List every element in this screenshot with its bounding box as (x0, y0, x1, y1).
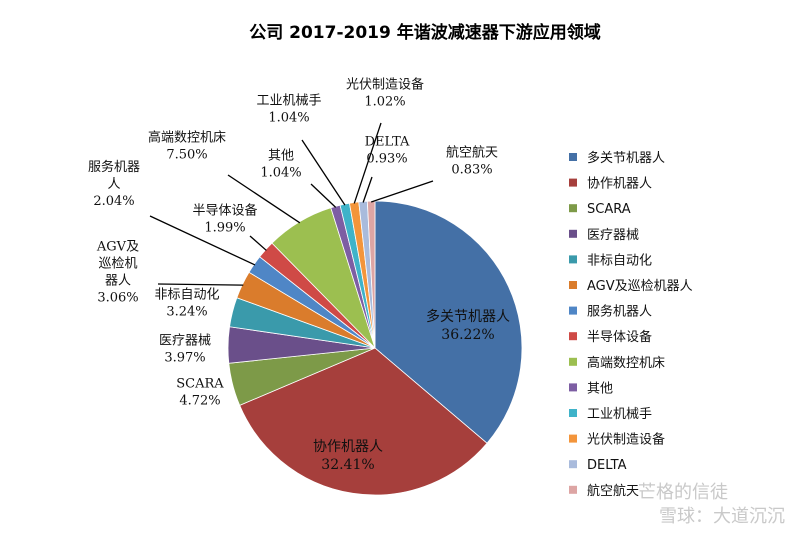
leader-line (249, 235, 267, 251)
leader-line (370, 180, 434, 203)
slice-value-label: 1.04% (268, 111, 309, 126)
legend-label: DELTA (587, 458, 627, 473)
slice-name-label: 人 (107, 177, 120, 192)
slice-value-label: 1.04% (260, 166, 301, 181)
slice-value-label: 1.02% (364, 95, 405, 110)
legend-swatch (569, 306, 577, 315)
legend-label: 多关节机器人 (587, 150, 665, 166)
legend-swatch (569, 255, 577, 264)
slice-name-label: 高端数控机床 (148, 130, 226, 146)
legend-label: 非标自动化 (587, 253, 652, 268)
legend-label: 航空航天 (587, 483, 639, 499)
legend-swatch (569, 357, 577, 366)
slice-name-label: 半导体设备 (192, 203, 257, 219)
legend-label: 协作机器人 (587, 177, 652, 192)
legend-swatch (569, 178, 577, 187)
legend-swatch (569, 485, 577, 494)
watermark-overlay: 芒格的信徒 (638, 482, 728, 503)
legend-swatch (569, 204, 577, 213)
legend-label: 工业机械手 (587, 407, 652, 422)
leader-line (310, 183, 337, 208)
leader-line (353, 122, 382, 204)
slice-value-label: 3.06% (97, 291, 138, 306)
slice-name-label: 多关节机器人 (426, 308, 510, 325)
slice-value-label: 0.93% (366, 152, 407, 167)
slice-name-label: 航空航天 (446, 145, 498, 161)
slice-name-label: 非标自动化 (154, 288, 219, 303)
leader-line (362, 176, 373, 203)
leader-line (301, 139, 346, 206)
legend-swatch (569, 383, 577, 392)
slice-name-label: SCARA (176, 377, 224, 392)
slice-name-label: 工业机械手 (256, 94, 321, 109)
legend-swatch (569, 153, 577, 161)
slice-name-label: 服务机器 (88, 159, 140, 175)
slice-name-label: 其他 (268, 149, 294, 164)
legend-swatch (569, 460, 577, 469)
slice-name-label: 器人 (105, 274, 131, 289)
legend-swatch (569, 281, 577, 289)
slice-value-label: 36.22% (441, 327, 494, 343)
slice-value-label: 7.50% (166, 148, 207, 163)
legend-label: 半导体设备 (587, 329, 652, 345)
slice-name-label: AGV及 (96, 240, 139, 255)
watermark: 雪球：大道沉沉 (659, 506, 785, 527)
legend-label: 医疗器械 (587, 228, 639, 243)
legend-label: 服务机器人 (587, 304, 652, 320)
slice-value-label: 1.99% (204, 221, 245, 236)
slice-name-label: 巡检机 (98, 257, 137, 272)
slice-name-label: 光伏制造设备 (346, 77, 424, 93)
slice-value-label: 4.72% (179, 394, 220, 409)
pie-slice (239, 347, 488, 496)
legend-swatch (569, 229, 577, 238)
legend-swatch (569, 434, 577, 443)
chart-title: 公司 2017-2019 年谐波减速器下游应用领域 (249, 22, 601, 43)
legend-swatch (569, 332, 577, 341)
slice-value-label: 32.41% (321, 457, 374, 473)
leader-line (227, 174, 301, 224)
legend-label: 其他 (587, 381, 613, 396)
legend-swatch (569, 409, 577, 417)
leader-line (149, 215, 256, 266)
slice-value-label: 3.24% (166, 305, 207, 320)
leader-line (157, 283, 244, 286)
slice-name-label: 协作机器人 (313, 439, 383, 455)
pie-slice (374, 200, 523, 444)
slice-name-label: DELTA (365, 135, 410, 150)
legend-label: 光伏制造设备 (587, 432, 665, 448)
slice-name-label: 医疗器械 (159, 334, 211, 349)
legend-label: 高端数控机床 (587, 355, 665, 371)
legend-label: AGV及巡检机器人 (587, 279, 693, 294)
slice-value-label: 2.04% (93, 194, 134, 209)
slice-value-label: 0.83% (451, 163, 492, 178)
slice-value-label: 3.97% (164, 351, 205, 366)
legend-label: SCARA (587, 202, 631, 217)
